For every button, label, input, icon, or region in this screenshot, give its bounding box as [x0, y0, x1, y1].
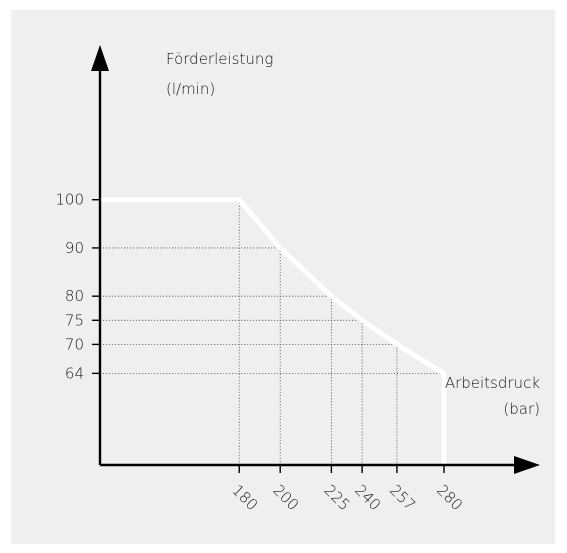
y-tick-label-70: 70	[65, 335, 84, 353]
x-axis-arrow	[514, 456, 540, 474]
x-tick-label-257: 257	[386, 481, 419, 514]
y-tick-label-75: 75	[65, 311, 84, 329]
y-tick-label-100: 100	[55, 191, 84, 209]
x-axis-title: Arbeitsdruck	[445, 374, 540, 392]
x-axis-unit: (bar)	[503, 400, 540, 418]
y-axis-arrow	[91, 45, 109, 71]
axes	[91, 45, 540, 474]
axis-labels: Förderleistung (l/min) Arbeitsdruck (bar…	[166, 50, 540, 418]
performance-curve	[100, 197, 447, 465]
chart-panel	[11, 10, 555, 544]
x-tick-label-280: 280	[433, 481, 466, 514]
curve-line	[100, 197, 447, 465]
y-axis-title: Förderleistung	[166, 50, 273, 68]
x-tick-label-180: 180	[228, 481, 261, 514]
y-tick-label-90: 90	[65, 239, 84, 257]
y-tick-marks: 64 70 75 80 90 100	[55, 191, 100, 382]
y-tick-label-80: 80	[65, 287, 84, 305]
y-axis-unit: (l/min)	[166, 80, 215, 98]
y-tick-label-64: 64	[65, 364, 84, 382]
x-tick-label-200: 200	[269, 481, 302, 514]
x-tick-label-225: 225	[321, 481, 354, 514]
x-tick-label-240: 240	[351, 481, 384, 514]
